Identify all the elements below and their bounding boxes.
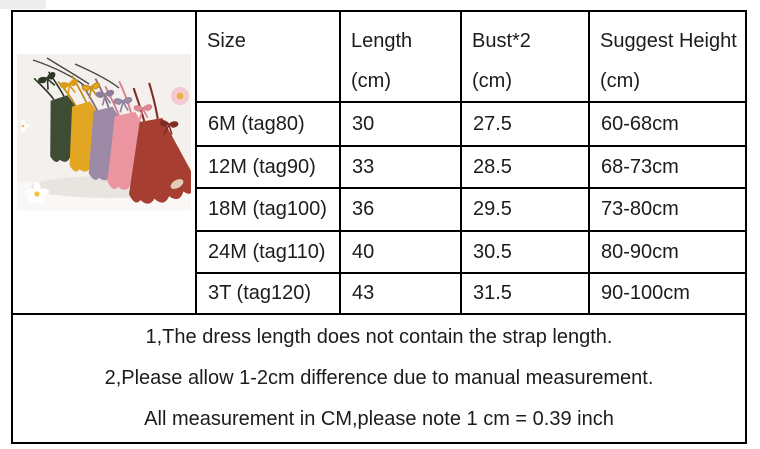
dress-red — [117, 82, 191, 209]
bust-cell: 30.5 — [460, 230, 590, 274]
length-cell: 40 — [339, 230, 462, 274]
length-cell: 43 — [339, 272, 462, 315]
flower-white-large — [25, 182, 49, 204]
header-cell-size: Size — [195, 10, 341, 103]
size-cell: 3T (tag120) — [195, 272, 341, 315]
table-row: 6M (tag80) 30 27.5 60-68cm — [12, 101, 747, 147]
column-unit: (cm) — [351, 70, 391, 92]
notes-cell: 1,The dress length does not contain the … — [11, 313, 747, 444]
suggest-height-cell: 73-80cm — [588, 187, 747, 232]
header-cell-suggest-height: Suggest Height (cm) — [588, 10, 747, 103]
corner-artifact — [0, 0, 46, 9]
product-photo — [17, 54, 191, 211]
table-row: 18M (tag100) 36 29.5 73-80cm — [12, 187, 747, 232]
column-label: Size — [207, 30, 246, 52]
header-cell-bust: Bust*2 (cm) — [460, 10, 590, 103]
column-unit: (cm) — [600, 70, 640, 92]
column-label: Bust*2 — [472, 30, 531, 52]
column-label: Suggest Height — [600, 30, 737, 52]
suggest-height-cell: 60-68cm — [588, 101, 747, 147]
table-row: 3T (tag120) 43 31.5 90-100cm — [12, 272, 747, 315]
header-cell-length: Length (cm) — [339, 10, 462, 103]
length-cell: 33 — [339, 145, 462, 189]
suggest-height-cell: 80-90cm — [588, 230, 747, 274]
flower-pink — [171, 87, 189, 105]
note-line-3: All measurement in CM,please note 1 cm =… — [144, 408, 614, 430]
note-line-1: 1,The dress length does not contain the … — [145, 326, 613, 348]
note-line-2: 2,Please allow 1-2cm difference due to m… — [104, 367, 654, 389]
dress-pink — [94, 80, 172, 195]
bust-cell: 31.5 — [460, 272, 590, 315]
bust-cell: 27.5 — [460, 101, 590, 147]
length-cell: 30 — [339, 101, 462, 147]
bust-cell: 28.5 — [460, 145, 590, 189]
column-label: Length — [351, 30, 413, 52]
size-cell: 12M (tag90) — [195, 145, 341, 189]
header-row: Size Length (cm) Bust*2 (cm) Suggest Hei… — [11, 10, 747, 315]
flower-white-small — [21, 119, 30, 133]
length-cell: 36 — [339, 187, 462, 232]
table-row: 24M (tag110) 40 30.5 80-90cm — [12, 230, 747, 274]
size-cell: 18M (tag100) — [195, 187, 341, 232]
suggest-height-cell: 90-100cm — [588, 272, 747, 315]
product-photo-cell — [11, 10, 197, 315]
table-row: 12M (tag90) 33 28.5 68-73cm — [12, 145, 747, 189]
size-table: Size Length (cm) Bust*2 (cm) Suggest Hei… — [11, 10, 747, 444]
dress-yellow — [54, 75, 127, 177]
bust-cell: 29.5 — [460, 187, 590, 232]
size-cell: 6M (tag80) — [195, 101, 341, 147]
petal-beige — [170, 179, 184, 189]
column-unit: (cm) — [472, 70, 512, 92]
notes-row: 1,The dress length does not contain the … — [11, 313, 747, 444]
size-cell: 24M (tag110) — [195, 230, 341, 274]
suggest-height-cell: 68-73cm — [588, 145, 747, 189]
